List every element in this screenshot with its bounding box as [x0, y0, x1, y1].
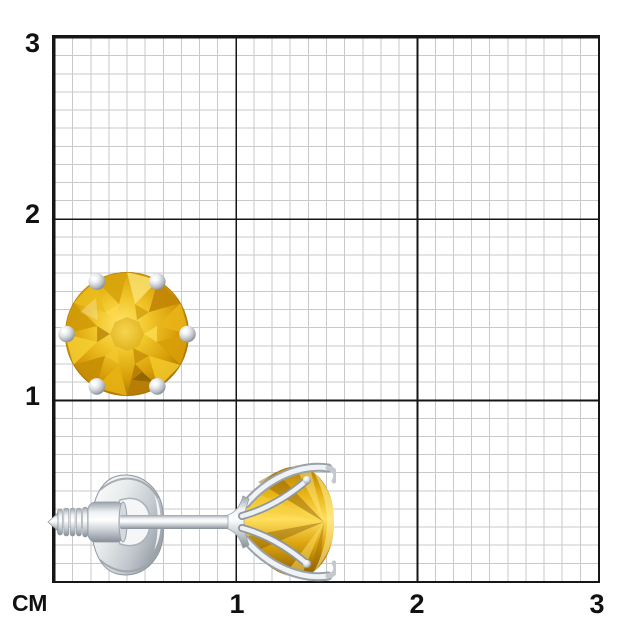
side-stud-earring [47, 462, 336, 582]
x-tick-3: 3 [589, 589, 605, 619]
basket-flare [227, 495, 250, 549]
x-tick-1: 1 [229, 589, 245, 619]
front-v-prongs [238, 476, 311, 568]
y-tick-2: 2 [24, 199, 40, 229]
earring-post [120, 515, 230, 529]
outer-prongs [241, 462, 336, 582]
gemstone-side [243, 464, 334, 577]
unit-label-cm: СМ [12, 590, 48, 616]
x-tick-2: 2 [409, 589, 425, 619]
screw-thread [47, 506, 89, 538]
y-tick-3: 3 [24, 28, 40, 58]
y-tick-1: 1 [24, 381, 40, 411]
front-stud-earring [58, 271, 196, 397]
screw-tip [47, 512, 59, 532]
gemstone-front [64, 271, 190, 397]
prong-balls-front [58, 273, 196, 395]
